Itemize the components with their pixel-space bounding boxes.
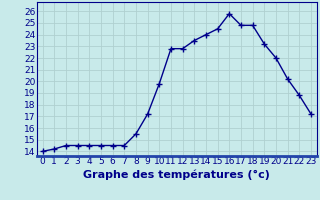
- X-axis label: Graphe des températures (°c): Graphe des températures (°c): [84, 169, 270, 180]
